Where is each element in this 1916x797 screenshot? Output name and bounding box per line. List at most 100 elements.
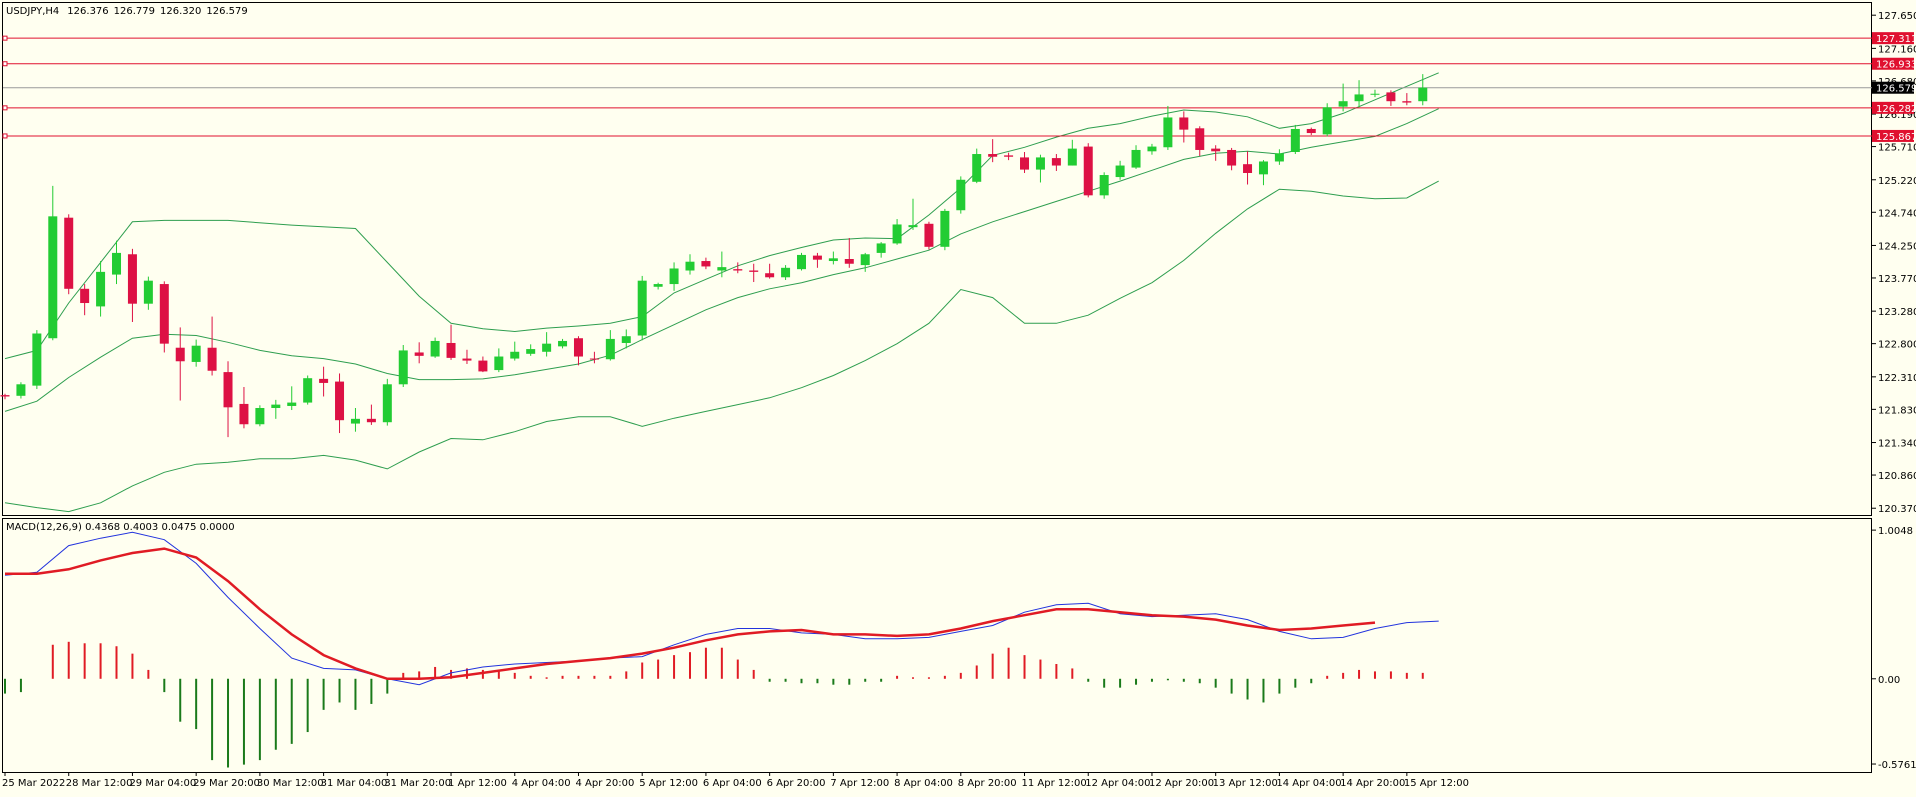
candle [988, 139, 998, 163]
candle-body [605, 338, 615, 360]
candle-body [191, 345, 201, 362]
ohlc-high: 126.779 [114, 6, 155, 17]
time-axis-label: 8 Apr 04:00 [894, 778, 953, 789]
price-axis-label: 122.310 [1878, 373, 1916, 384]
time-axis-label: 8 Apr 20:00 [958, 778, 1017, 789]
price-tag-label: 125.867 [1876, 132, 1916, 143]
price-tag-bg [1872, 101, 1914, 114]
candle-body [924, 223, 934, 247]
time-axis-label: 5 Apr 12:00 [639, 778, 698, 789]
candle [765, 263, 775, 279]
price-line-handle[interactable] [2, 105, 8, 111]
time-axis-label: 29 Mar 20:00 [193, 778, 260, 789]
candle-body [828, 258, 838, 262]
candle-body [1322, 107, 1332, 135]
price-tag-bg [1872, 129, 1914, 142]
candle-body [127, 254, 137, 304]
candle-body [414, 352, 424, 356]
candle [1370, 89, 1380, 98]
candle [717, 251, 727, 278]
ohlc-open: 126.376 [67, 6, 108, 17]
candle-body [1115, 165, 1125, 178]
candle [1147, 143, 1157, 155]
candle [48, 185, 58, 341]
price-axis-label: 121.830 [1878, 405, 1916, 416]
ohlc-low: 126.320 [160, 6, 201, 17]
candle-body [287, 402, 297, 406]
symbol-ohlc-info: USDJPY,H4 126.376 126.779 126.320 126.579 [6, 6, 248, 17]
candle-body [542, 343, 552, 352]
candle [1274, 149, 1284, 165]
candle [80, 284, 90, 316]
candle-body [1306, 128, 1316, 134]
time-axis-label: 6 Apr 04:00 [703, 778, 762, 789]
horizontal-price-lines[interactable] [2, 35, 1872, 139]
price-line-handle[interactable] [2, 61, 8, 67]
price-line-handle[interactable] [2, 35, 8, 41]
candle [207, 316, 217, 376]
candle [1131, 145, 1141, 169]
price-line-handle[interactable] [2, 133, 8, 139]
candle [1035, 154, 1045, 183]
candle [940, 208, 950, 251]
price-tag-label: 126.282 [1876, 104, 1916, 115]
candle [1418, 74, 1428, 106]
price-axis-label: 125.710 [1878, 143, 1916, 154]
candle [96, 261, 106, 317]
candle-body [526, 349, 536, 354]
candle [892, 219, 902, 245]
candle-body [1370, 93, 1380, 95]
candle-body [398, 350, 408, 385]
candle [797, 252, 806, 271]
candle [350, 407, 360, 432]
time-axis-label: 12 Apr 20:00 [1149, 778, 1214, 789]
candle-body [366, 418, 376, 423]
candle-body [1131, 149, 1141, 168]
time-axis-label: 28 Mar 12:00 [66, 778, 133, 789]
candle-body [558, 340, 568, 347]
candle-body [239, 403, 249, 425]
candle [1290, 124, 1300, 155]
price-axis-label: 124.740 [1878, 208, 1916, 219]
candle [32, 330, 42, 390]
candle-body [637, 280, 647, 336]
price-axis-label: 124.250 [1878, 241, 1916, 252]
candle-body [717, 267, 727, 271]
candle [446, 324, 456, 360]
candle [1338, 83, 1348, 112]
candle [1083, 143, 1093, 198]
candle [303, 375, 313, 405]
candle-body [781, 267, 791, 278]
candle-body [1035, 157, 1045, 170]
candle-body [1083, 146, 1093, 196]
candle-body [494, 356, 504, 371]
bollinger-bands [4, 72, 1439, 513]
candle [558, 338, 568, 349]
candle-body [112, 252, 122, 275]
candle [1020, 151, 1030, 173]
candle [175, 327, 185, 401]
candle [637, 275, 647, 341]
time-axis-label: 14 Apr 04:00 [1276, 778, 1341, 789]
candle [510, 341, 520, 361]
candle-body [797, 254, 806, 270]
candle-body [446, 342, 456, 358]
candle [127, 248, 137, 322]
macd-axis-label: -0.5761 [1878, 760, 1916, 771]
current-price-tag-bg [1872, 81, 1914, 94]
macd-axis-label: 1.0048 [1878, 526, 1913, 537]
candle-body [908, 225, 918, 228]
price-axis: 127.650127.160126.680126.190125.710125.2… [1872, 11, 1916, 515]
candle [1402, 93, 1412, 106]
candle [669, 262, 679, 291]
candle [956, 176, 966, 214]
candle [191, 339, 201, 367]
candle-body [988, 154, 998, 157]
time-axis-label: 4 Apr 20:00 [575, 778, 634, 789]
candle [223, 361, 233, 438]
candle [0, 393, 10, 400]
candle-body [223, 372, 233, 408]
